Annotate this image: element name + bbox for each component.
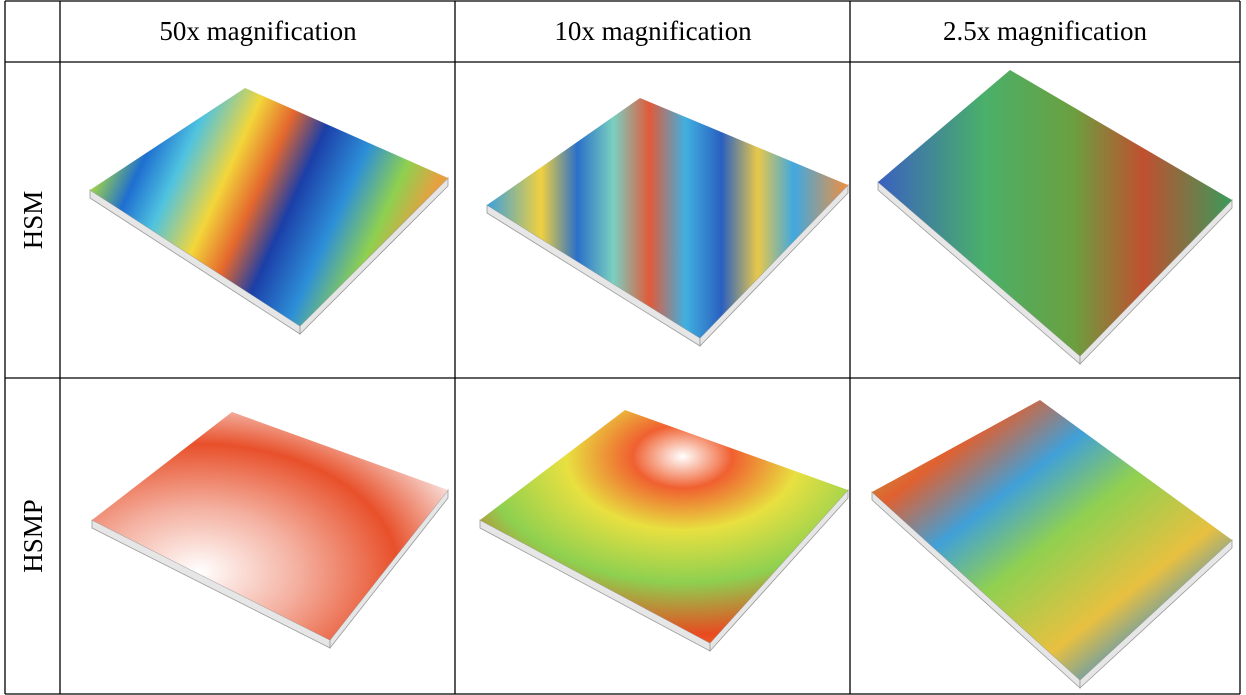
surface-plot	[871, 400, 1233, 689]
column-header: 50x magnification	[159, 16, 357, 46]
column-header: 2.5x magnification	[943, 16, 1147, 46]
row-label: HSMP	[18, 499, 48, 573]
surface-plot	[877, 70, 1233, 365]
surface-plot	[486, 98, 849, 347]
row-label: HSM	[18, 191, 48, 250]
surface-plot	[91, 412, 449, 650]
surface-plot	[479, 410, 849, 653]
table-lines	[4, 0, 1241, 695]
surface-plot	[89, 88, 449, 335]
column-header: 10x magnification	[554, 16, 752, 46]
